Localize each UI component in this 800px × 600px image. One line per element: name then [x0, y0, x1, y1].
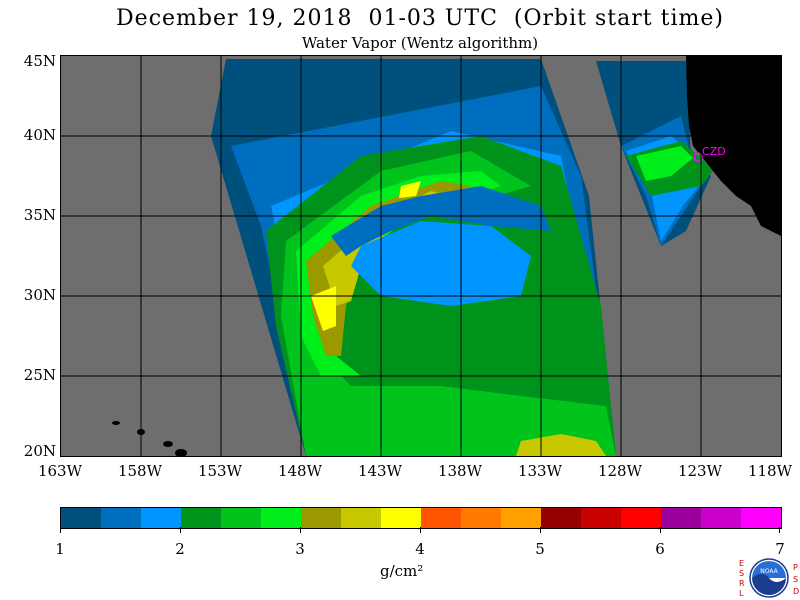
lat-label-45n: 45N: [23, 52, 56, 70]
colorbar-swatch: [221, 508, 261, 528]
colorbar-swatch: [301, 508, 341, 528]
lon-label-133w: 133W: [517, 462, 563, 480]
colorbar-swatch: [141, 508, 181, 528]
noaa-emblem-sky: [752, 561, 786, 578]
lon-label-163w: 163W: [37, 462, 83, 480]
map-title: December 19, 2018 01-03 UTC (Orbit start…: [116, 6, 724, 31]
water-vapor-colorbar: [60, 507, 782, 529]
colorbar-label-4: 4: [415, 540, 425, 558]
colorbar-swatch: [461, 508, 501, 528]
lat-lon-grid: [61, 56, 781, 456]
lat-label-30n: 30N: [23, 286, 56, 304]
lon-label-138w: 138W: [437, 462, 483, 480]
colorbar-swatch: [101, 508, 141, 528]
lon-label-158w: 158W: [117, 462, 163, 480]
colorbar-label-5: 5: [535, 540, 545, 558]
colorbar-tick: [180, 527, 181, 533]
colorbar-swatch: [61, 508, 101, 528]
colorbar-tick: [660, 527, 661, 533]
colorbar-swatch: [541, 508, 581, 528]
logo-letter-r: R: [739, 579, 745, 588]
colorbar-label-1: 1: [55, 540, 65, 558]
map-subtitle: Water Vapor (Wentz algorithm): [301, 34, 539, 52]
colorbar-label-7: 7: [775, 540, 785, 558]
lat-label-25n: 25N: [23, 366, 56, 384]
land-mass: [686, 56, 781, 236]
lat-label-20n: 20N: [23, 442, 56, 460]
colorbar-units: g/cm²: [380, 562, 424, 580]
satellite-swath-coastal: [596, 61, 713, 246]
colorbar-swatch: [261, 508, 301, 528]
lon-label-118w: 118W: [747, 462, 793, 480]
noaa-emblem-text: NOAA: [760, 568, 778, 575]
colorbar-tick: [300, 527, 301, 533]
colorbar-label-6: 6: [655, 540, 665, 558]
colorbar-swatch: [341, 508, 381, 528]
colorbar-tick: [779, 527, 780, 533]
psd-letters: P S D: [793, 563, 799, 596]
colorbar-swatch: [581, 508, 621, 528]
colorbar-swatch: [701, 508, 741, 528]
water-vapor-map: CZD: [60, 55, 782, 457]
lat-label-35n: 35N: [23, 206, 56, 224]
noaa-emblem-wave: [752, 574, 786, 595]
lon-label-153w: 153W: [197, 462, 243, 480]
hawaiian-islands: [112, 421, 187, 456]
lon-label-123w: 123W: [677, 462, 723, 480]
logo-letter-s2: S: [793, 575, 798, 584]
colorbar-swatch: [181, 508, 221, 528]
logo-letter-p: P: [793, 563, 798, 572]
colorbar-swatch: [381, 508, 421, 528]
noaa-esrl-psd-logo: E S R L P S D NOAA: [739, 558, 799, 598]
logo-letter-d: D: [793, 587, 799, 596]
colorbar-tick: [540, 527, 541, 533]
logo-letter-e: E: [739, 559, 744, 568]
station-label: CZD: [702, 145, 726, 158]
logo-letter-l: L: [739, 589, 744, 598]
lon-label-148w: 148W: [277, 462, 323, 480]
colorbar-label-3: 3: [295, 540, 305, 558]
lat-label-40n: 40N: [23, 126, 56, 144]
map-canvas: CZD: [61, 56, 781, 456]
colorbar-tick: [420, 527, 421, 533]
colorbar-swatch: [501, 508, 541, 528]
colorbar-swatch: [421, 508, 461, 528]
station-marker-czd: CZD: [693, 145, 726, 162]
colorbar-label-2: 2: [175, 540, 185, 558]
esrl-letters: E S R L: [739, 559, 745, 598]
colorbar-swatch: [621, 508, 661, 528]
colorbar-swatch: [741, 508, 781, 528]
colorbar-swatch: [661, 508, 701, 528]
colorbar-tick: [60, 527, 61, 533]
logo-letter-s: S: [739, 569, 744, 578]
lon-label-128w: 128W: [597, 462, 643, 480]
lon-label-143w: 143W: [357, 462, 403, 480]
